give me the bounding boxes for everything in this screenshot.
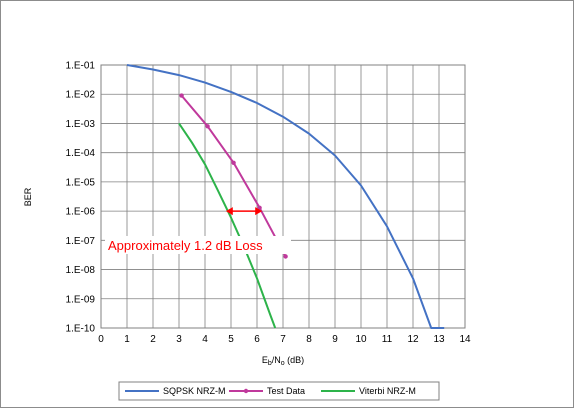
y-axis-label: BER (23, 187, 33, 206)
data-point (179, 93, 184, 98)
y-tick-label: 1.E-05 (66, 177, 96, 188)
annotation-background (105, 236, 291, 254)
series-line-0 (126, 64, 445, 329)
y-tick-label: 1.E-03 (66, 119, 96, 130)
x-tick-label: 3 (176, 334, 182, 345)
legend-label-1: Test Data (267, 386, 305, 396)
x-axis-label: Eb/No (dB) (262, 355, 304, 367)
data-point (283, 254, 288, 259)
x-tick-label: 2 (150, 334, 156, 345)
legend: SQPSK NRZ-M Test Data Viterbi NRZ-M (118, 381, 440, 401)
annotation: Approximately 1.2 dB Loss (105, 207, 291, 254)
series-line-2 (178, 122, 277, 329)
y-axis-ticks: 1.E-01 1.E-02 1.E-03 1.E-04 1.E-05 1.E-06 1.E-… (66, 61, 96, 335)
x-tick-label: 11 (382, 334, 393, 345)
legend-marker (243, 388, 249, 394)
annotation-text: Approximately 1.2 dB Loss (108, 238, 263, 253)
legend-box (118, 381, 440, 401)
y-tick-label: 1.E-04 (66, 148, 96, 159)
x-tick-label: 1 (124, 334, 130, 345)
x-tick-label: 6 (254, 334, 260, 345)
legend-label-2: Viterbi NRZ-M (359, 386, 416, 396)
y-tick-label: 1.E-08 (66, 265, 96, 276)
y-tick-label: 1.E-07 (66, 236, 96, 247)
x-tick-label: 5 (228, 334, 234, 345)
data-point (205, 124, 210, 129)
x-tick-label: 4 (202, 334, 208, 345)
x-tick-label: 9 (332, 334, 338, 345)
data-point (231, 160, 236, 166)
annotation-arrowhead-right (255, 207, 263, 216)
x-axis-ticks: 0 1 2 3 4 5 6 7 8 9 10 11 12 13 14 (98, 334, 471, 345)
x-tick-label: 13 (433, 334, 445, 345)
annotation-arrowhead-left (225, 207, 233, 216)
y-tick-label: 1.E-06 (66, 207, 96, 218)
x-tick-label: 7 (280, 334, 286, 345)
series-lines (126, 64, 445, 329)
x-tick-label: 12 (407, 334, 419, 345)
legend-label-0: SQPSK NRZ-M (163, 386, 226, 396)
x-tick-label: 14 (459, 334, 471, 345)
x-tick-label: 8 (306, 334, 312, 345)
grid (100, 64, 466, 329)
x-tick-label: 0 (98, 334, 104, 345)
data-point (257, 205, 262, 210)
x-tick-label: 10 (355, 334, 367, 345)
y-tick-label: 1.E-02 (66, 90, 96, 101)
y-tick-label: 1.E-10 (66, 324, 96, 335)
y-tick-label: 1.E-09 (66, 294, 96, 305)
y-tick-label: 1.E-01 (66, 61, 96, 72)
